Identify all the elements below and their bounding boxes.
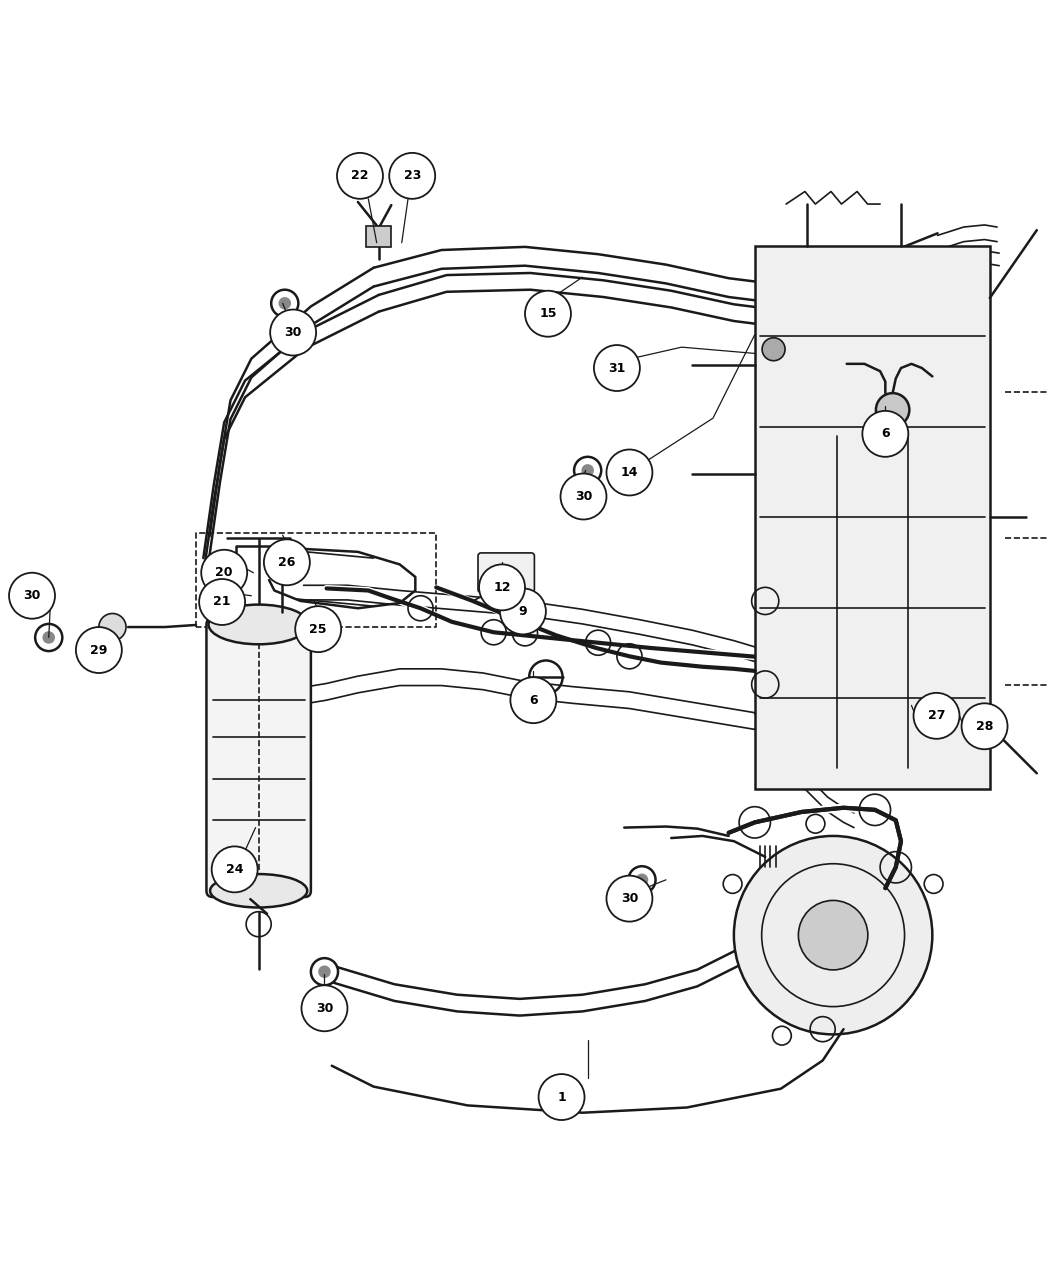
Text: 6: 6 <box>881 427 889 440</box>
Circle shape <box>311 958 338 986</box>
Circle shape <box>806 815 825 833</box>
Text: 28: 28 <box>975 720 993 733</box>
Circle shape <box>42 631 55 644</box>
Circle shape <box>278 297 291 310</box>
Circle shape <box>876 393 909 427</box>
Text: 15: 15 <box>540 307 557 320</box>
FancyBboxPatch shape <box>207 618 311 898</box>
Circle shape <box>390 153 435 199</box>
Circle shape <box>962 704 1008 750</box>
Circle shape <box>924 875 943 894</box>
Circle shape <box>798 900 868 970</box>
Text: 27: 27 <box>928 709 945 723</box>
Text: 21: 21 <box>213 595 231 608</box>
Circle shape <box>525 291 571 337</box>
Text: 30: 30 <box>285 326 301 339</box>
Text: 26: 26 <box>278 556 295 569</box>
Circle shape <box>862 411 908 456</box>
Circle shape <box>295 606 341 652</box>
Circle shape <box>773 1026 792 1045</box>
Circle shape <box>200 579 245 625</box>
Text: 30: 30 <box>23 589 41 602</box>
Circle shape <box>271 289 298 317</box>
FancyBboxPatch shape <box>366 226 392 247</box>
Circle shape <box>212 847 257 892</box>
Text: 30: 30 <box>316 1002 333 1015</box>
Text: 23: 23 <box>403 170 421 182</box>
Text: 20: 20 <box>215 566 233 579</box>
Circle shape <box>607 450 652 496</box>
Circle shape <box>479 565 525 611</box>
Text: 12: 12 <box>494 581 510 594</box>
Circle shape <box>914 692 960 738</box>
Text: 22: 22 <box>352 170 369 182</box>
Circle shape <box>510 677 556 723</box>
Circle shape <box>337 153 383 199</box>
Text: 25: 25 <box>310 622 327 636</box>
Text: 24: 24 <box>226 863 244 876</box>
Circle shape <box>270 310 316 356</box>
Circle shape <box>734 836 932 1034</box>
Text: 30: 30 <box>621 892 638 905</box>
Circle shape <box>301 986 348 1031</box>
Circle shape <box>500 588 546 635</box>
FancyBboxPatch shape <box>478 553 534 593</box>
Circle shape <box>539 1074 585 1119</box>
Bar <box>755 246 990 789</box>
Text: 14: 14 <box>621 465 638 479</box>
Circle shape <box>76 627 122 673</box>
Circle shape <box>762 338 785 361</box>
Circle shape <box>594 346 639 391</box>
Circle shape <box>318 965 331 978</box>
Ellipse shape <box>210 875 308 908</box>
Text: 29: 29 <box>90 644 107 657</box>
Circle shape <box>635 873 648 886</box>
Circle shape <box>561 473 607 519</box>
Circle shape <box>723 875 742 894</box>
Text: 31: 31 <box>608 362 626 375</box>
Circle shape <box>582 464 594 477</box>
Circle shape <box>35 623 62 652</box>
Text: 6: 6 <box>529 694 538 706</box>
Circle shape <box>9 572 55 618</box>
Circle shape <box>202 550 247 595</box>
Text: 9: 9 <box>519 604 527 618</box>
Text: 1: 1 <box>558 1090 566 1104</box>
Circle shape <box>607 876 652 922</box>
Circle shape <box>264 539 310 585</box>
Circle shape <box>574 456 602 484</box>
Circle shape <box>628 866 655 894</box>
Circle shape <box>99 613 126 640</box>
Ellipse shape <box>209 604 309 644</box>
Text: 30: 30 <box>574 490 592 504</box>
